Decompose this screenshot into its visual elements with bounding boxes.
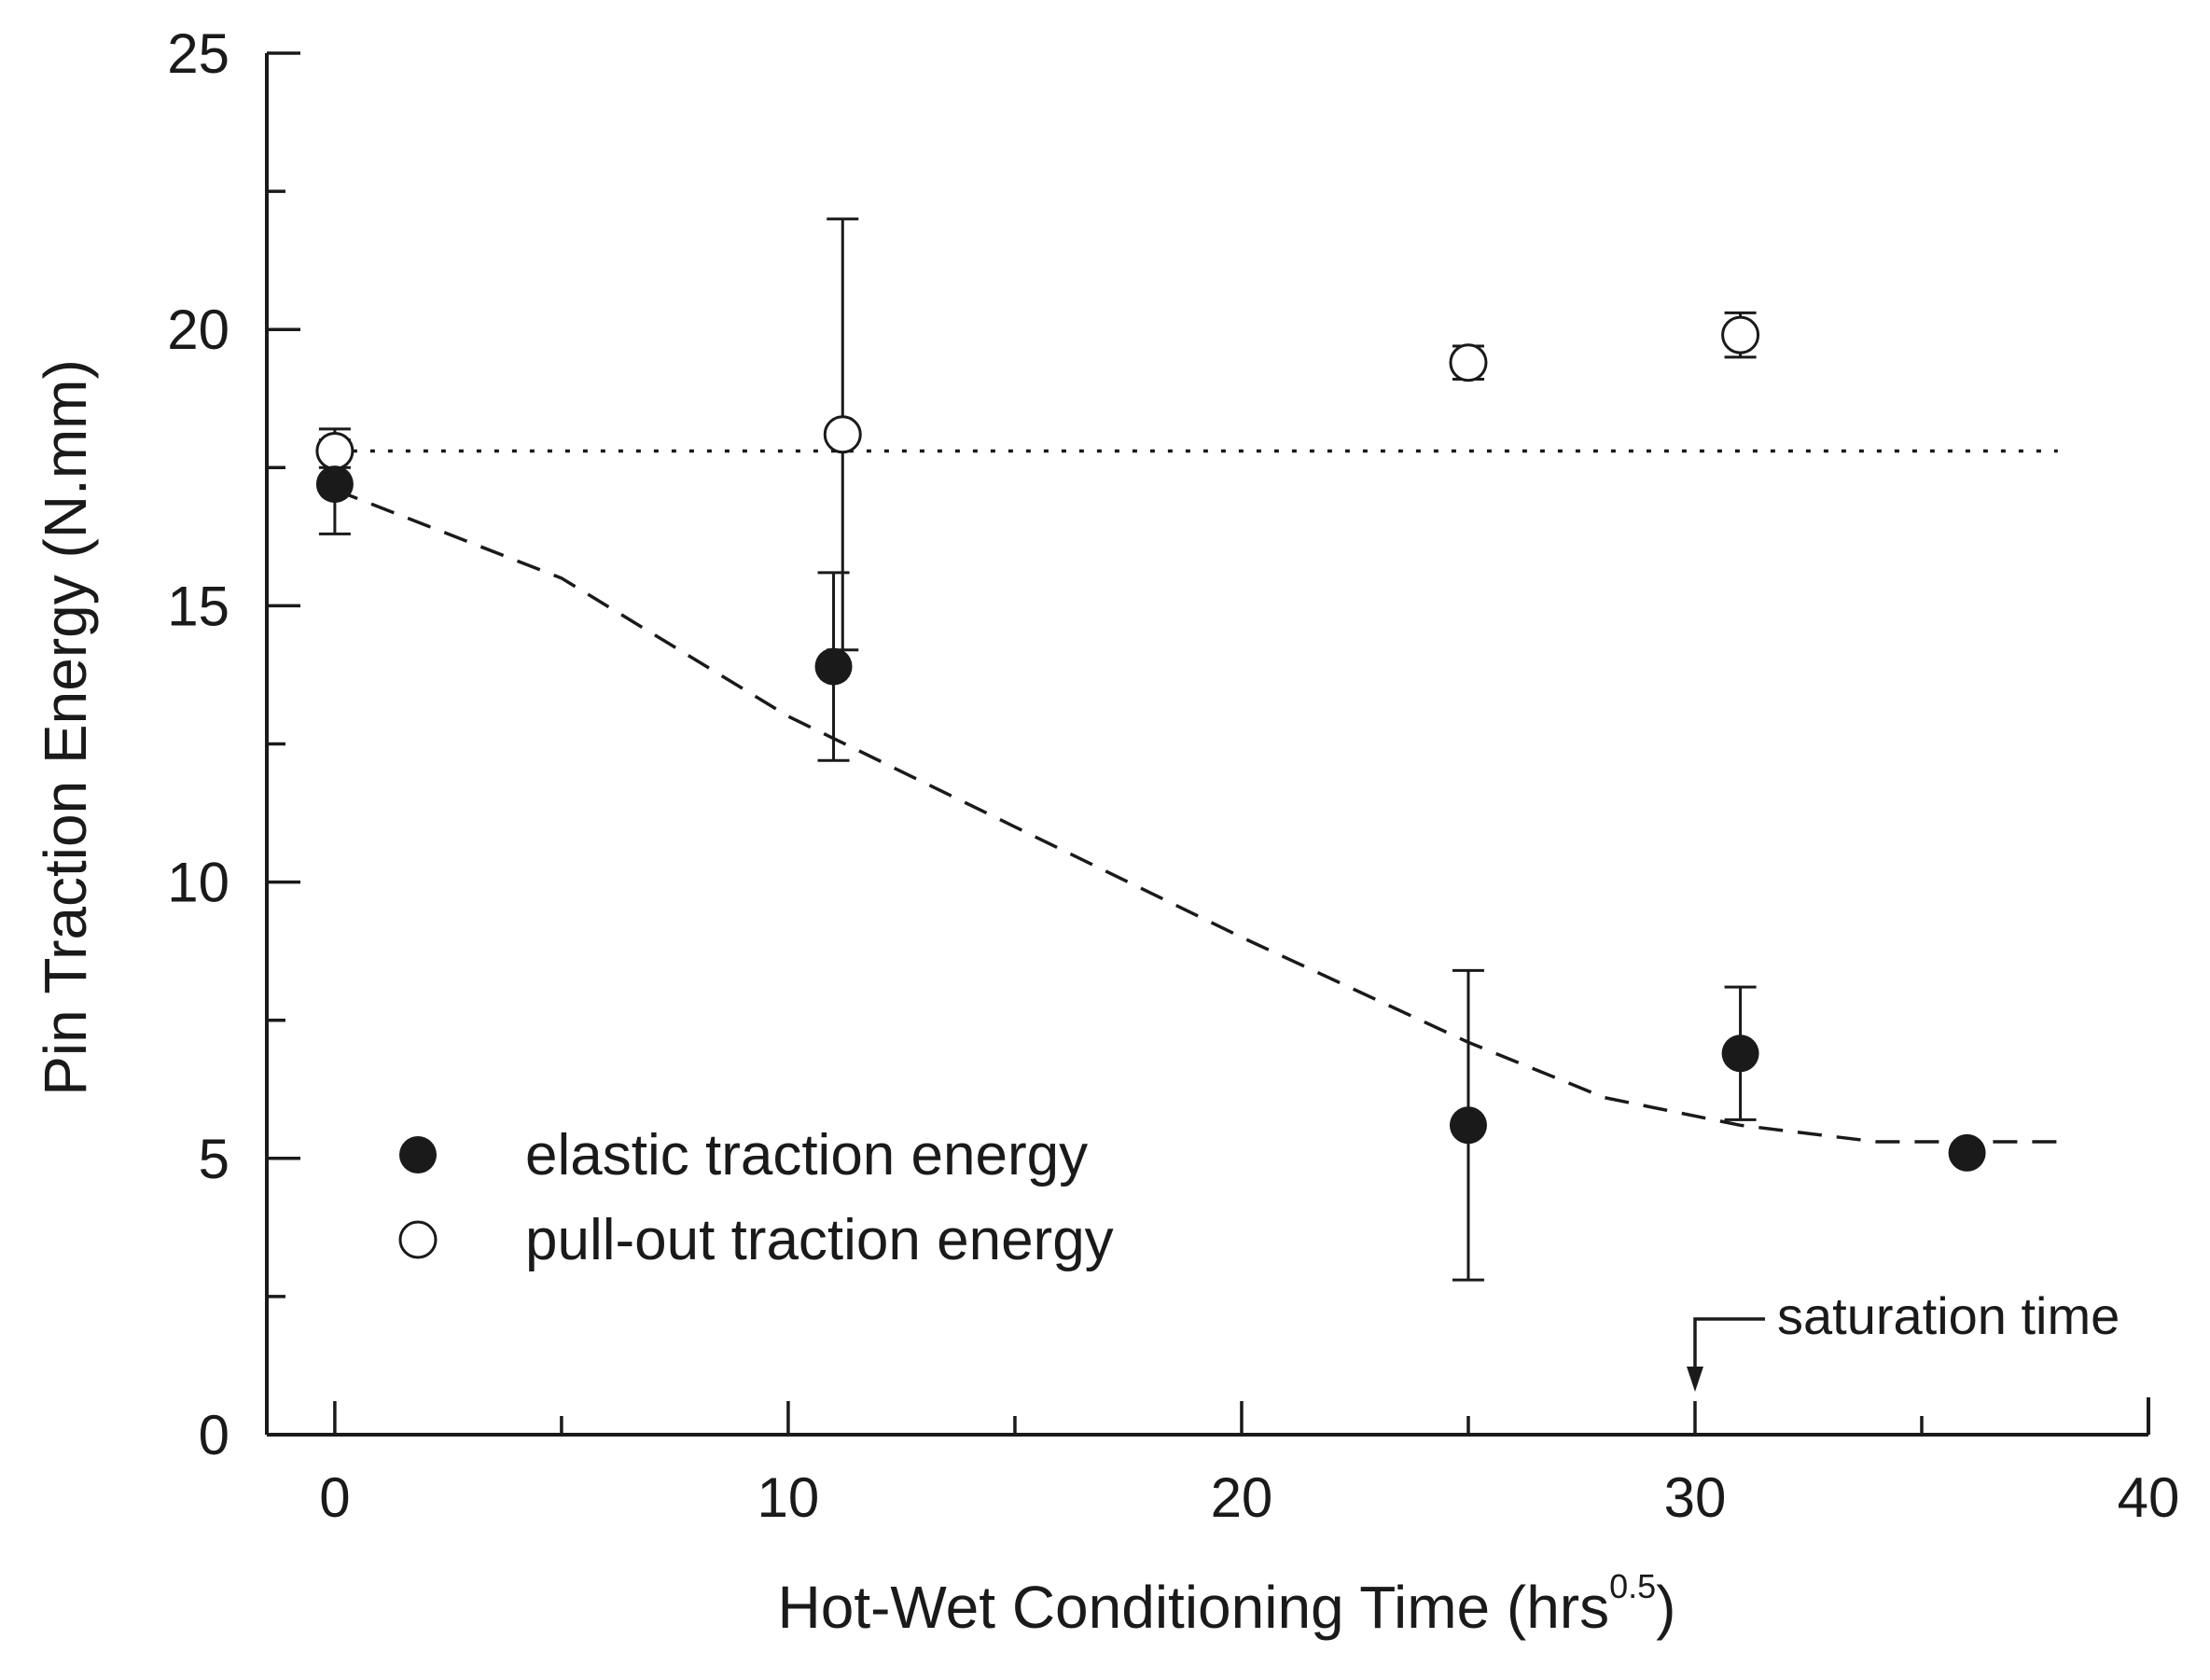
legend-marker-pullout	[398, 1220, 438, 1259]
y-tick-label: 0	[199, 1404, 229, 1466]
x-tick-label: 10	[758, 1466, 820, 1529]
point-elastic	[1948, 1133, 1986, 1172]
y-tick-label: 5	[199, 1128, 229, 1190]
legend-label-elastic: elastic traction energy	[525, 1123, 1088, 1187]
point-pullout	[823, 415, 862, 454]
point-elastic	[1449, 1106, 1487, 1145]
x-tick-label: 20	[1211, 1466, 1273, 1529]
point-pullout	[1449, 343, 1488, 382]
point-elastic	[1721, 1034, 1759, 1073]
point-elastic	[315, 465, 354, 504]
data-points	[315, 315, 1986, 1172]
trend-lines	[334, 449, 2058, 1144]
saturation-arrow-head	[1686, 1367, 1703, 1392]
x-tick-label: 30	[1664, 1466, 1727, 1529]
error-bars	[318, 217, 1757, 1282]
point-elastic	[814, 647, 853, 686]
x-tick-label: 40	[2118, 1466, 2180, 1529]
x-tick-label: 0	[319, 1466, 350, 1529]
axes: 0 5 10 15 20 25 0 10 20 30 40	[167, 22, 2179, 1529]
y-tick-label: 10	[167, 852, 229, 914]
saturation-arrow	[1693, 1317, 1765, 1371]
x-axis-label-superscript: 0.5	[1609, 1567, 1656, 1605]
legend: elastic traction energy pull-out tractio…	[398, 1123, 1114, 1272]
point-pullout	[1721, 315, 1760, 354]
y-tick-label: 20	[167, 299, 229, 361]
point-pullout	[315, 432, 354, 471]
y-tick-label: 15	[167, 575, 229, 637]
y-axis-label: Pin Traction Energy (N.mm)	[32, 359, 99, 1096]
x-axis-label: Hot-Wet Conditioning Time (hrs0.5)	[778, 1567, 1676, 1641]
dashed-trend-line	[334, 488, 2058, 1144]
legend-label-pullout: pull-out traction energy	[525, 1208, 1114, 1272]
saturation-annotation: saturation time	[1686, 1286, 2120, 1392]
legend-marker-elastic	[399, 1136, 437, 1173]
y-tick-label: 25	[167, 22, 229, 85]
saturation-time-label: saturation time	[1777, 1286, 2120, 1345]
